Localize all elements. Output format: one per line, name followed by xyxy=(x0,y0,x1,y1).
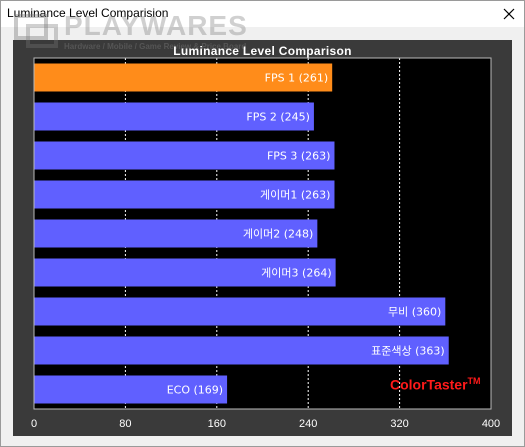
x-tick-label: 320 xyxy=(390,418,408,430)
chart-title: Luminance Level Comparison xyxy=(173,44,352,58)
bar-label: FPS 2 (245) xyxy=(246,111,310,124)
bar xyxy=(34,297,446,326)
x-tick-label: 80 xyxy=(119,418,131,430)
bar-label: ECO (169) xyxy=(167,384,223,397)
close-icon[interactable] xyxy=(500,5,518,23)
bar xyxy=(34,375,228,404)
bar xyxy=(34,63,333,92)
window-title: Luminance Level Comparision xyxy=(7,6,169,20)
bar xyxy=(34,102,314,131)
bar-label: FPS 3 (263) xyxy=(267,150,331,163)
bar-label: 게이머3 (264) xyxy=(261,267,331,280)
brand-name: ColorTaster xyxy=(390,376,468,393)
bar-label: 표준색상 (363) xyxy=(371,345,445,358)
brand-logo: ColorTasterTM xyxy=(390,376,481,393)
bar xyxy=(34,141,335,170)
bar xyxy=(34,180,335,209)
x-tick-label: 160 xyxy=(208,418,226,430)
bar xyxy=(34,219,318,248)
bar-label: 무비 (360) xyxy=(388,306,441,319)
title-bar: Luminance Level Comparision xyxy=(1,1,524,27)
x-tick-label: 0 xyxy=(31,418,37,430)
brand-trademark: TM xyxy=(467,376,481,386)
bar-label: 게이머1 (263) xyxy=(260,189,330,202)
x-tick-label: 400 xyxy=(482,418,500,430)
bar xyxy=(34,258,336,287)
plot-border xyxy=(33,57,492,410)
bar-label: FPS 1 (261) xyxy=(265,72,329,85)
bar xyxy=(34,336,449,365)
x-tick-label: 240 xyxy=(299,418,317,430)
bar-label: 게이머2 (248) xyxy=(243,228,313,241)
